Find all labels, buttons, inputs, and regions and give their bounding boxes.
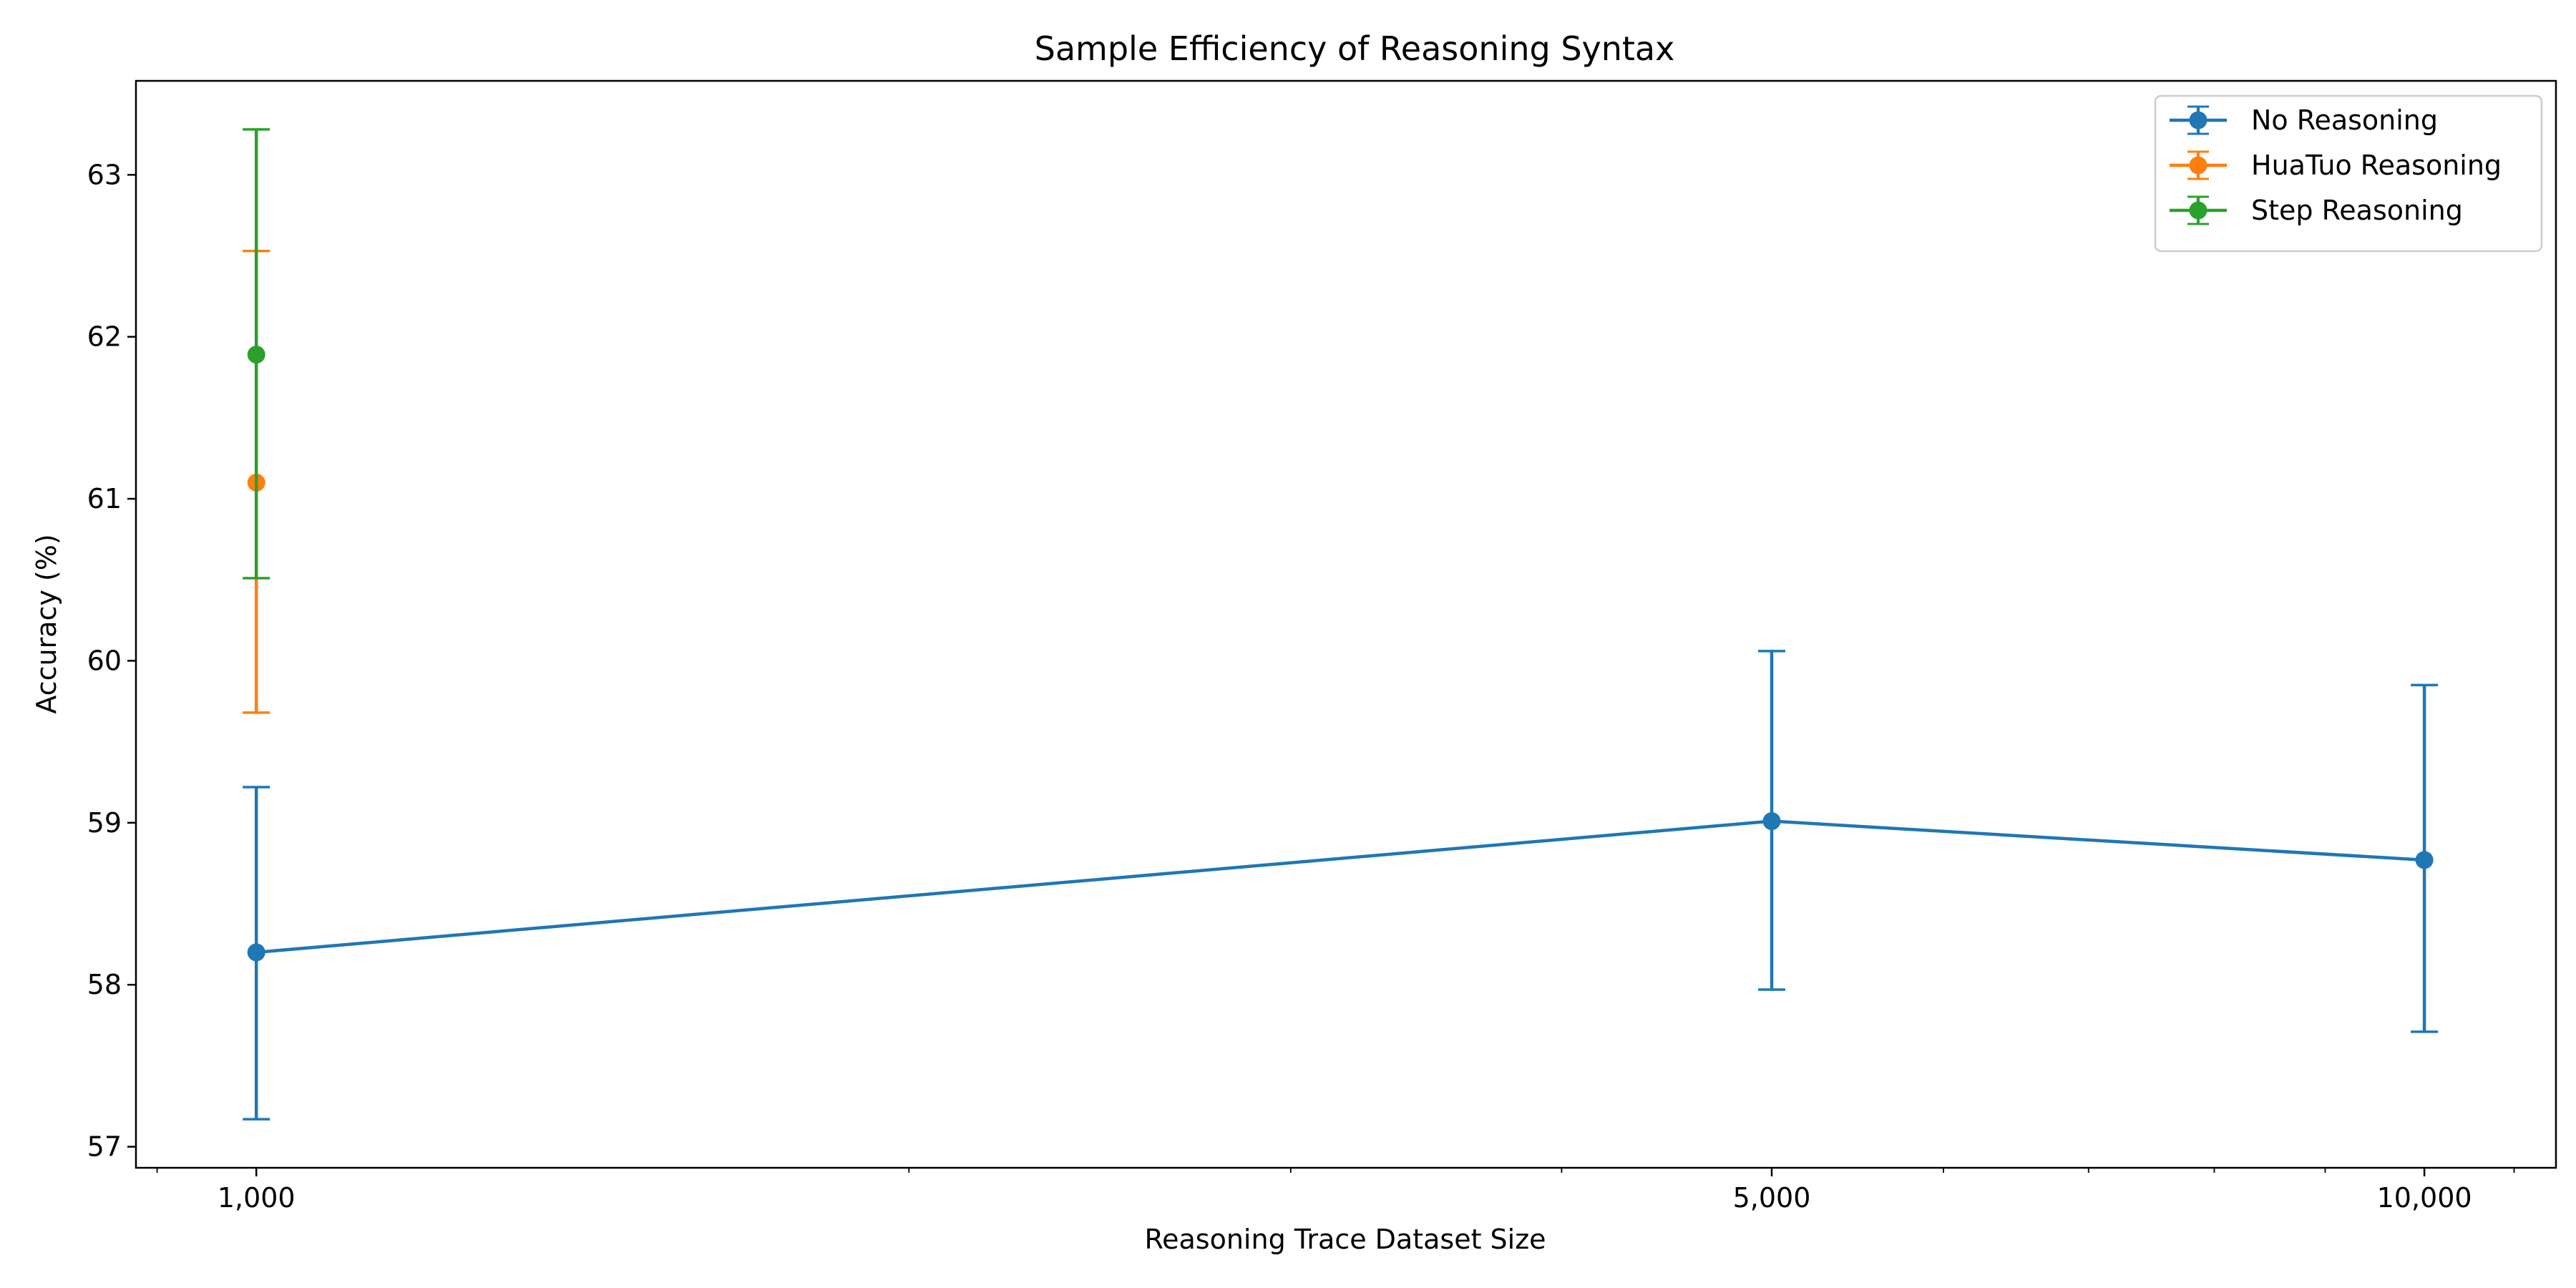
y-tick-label: 59 [87,807,122,839]
y-tick-label: 61 [87,483,122,514]
legend-label: Step Reasoning [2251,195,2463,226]
x-axis-label: Reasoning Trace Dataset Size [1144,1224,1546,1255]
legend-frame [2154,94,2543,253]
y-tick-label: 58 [87,969,122,1000]
legend-marker-swatch [2189,201,2207,220]
data-point [247,346,265,364]
legend-item: HuaTuo Reasoning [2170,150,2502,181]
data-point [247,943,265,962]
y-tick-label: 63 [87,159,122,190]
legend: No Reasoning HuaTuo Reasoning Step Reasoni… [2154,94,2543,253]
legend-item: Step Reasoning [2170,195,2463,226]
y-tick-label: 57 [87,1131,122,1163]
data-point [2415,851,2434,869]
plot-frame [135,79,2557,1169]
y-tick-label: 60 [87,645,122,676]
x-tick-label: 5,000 [1733,1182,1811,1214]
x-tick-label: 10,000 [2377,1182,2472,1214]
legend-label: No Reasoning [2251,104,2438,136]
series-no-reasoning [243,650,2439,1121]
chart-title: Sample Efficiency of Reasoning Syntax [1035,29,1675,68]
x-tick-label: 1,000 [218,1182,296,1214]
y-tick-label: 62 [87,321,122,353]
legend-marker-swatch [2189,111,2207,130]
y-axis-label: Accuracy (%) [31,534,62,713]
series-step-reasoning [243,128,270,580]
legend-label: HuaTuo Reasoning [2251,150,2502,181]
plot-area: 57 58 59 60 61 62 63 1,000 5,000 10,000 [87,128,2515,1214]
data-point [1762,812,1781,831]
legend-item: No Reasoning [2170,104,2438,136]
legend-marker-swatch [2189,156,2207,175]
